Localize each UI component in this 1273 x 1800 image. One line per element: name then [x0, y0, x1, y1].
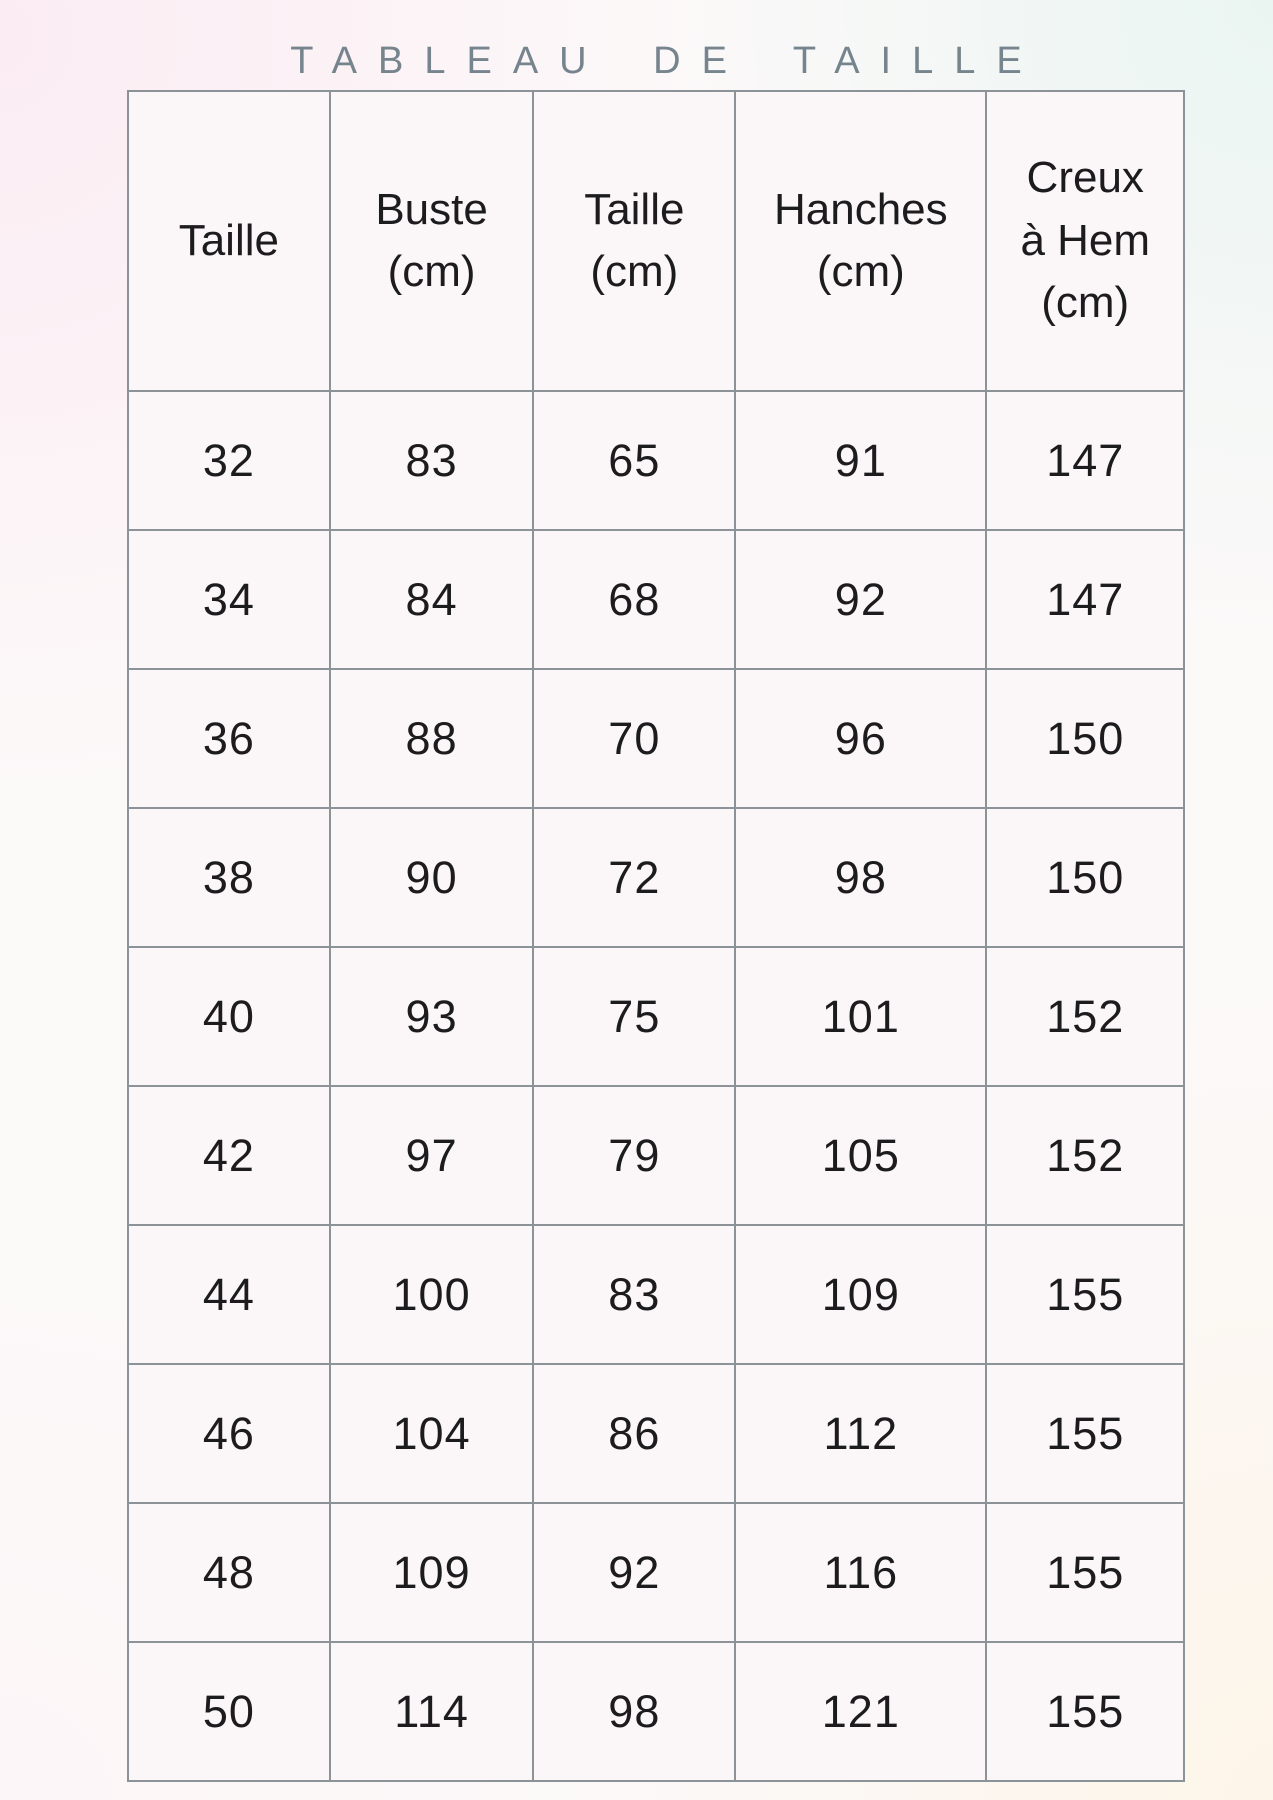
table-cell: 97 — [328, 1085, 535, 1226]
table-row: 32 83 65 91 147 — [127, 390, 1185, 531]
column-header-creux-a-hem: Creux à Hem (cm) — [985, 90, 1185, 392]
table-cell: 44 — [127, 1224, 331, 1365]
page-title: TABLEAU DE TAILLE — [290, 40, 1043, 82]
table-cell: 34 — [127, 529, 331, 670]
table-row: 44 100 83 109 155 — [127, 1224, 1185, 1365]
table-cell: 83 — [532, 1224, 737, 1365]
table-cell: 152 — [985, 946, 1185, 1087]
table-cell: 91 — [734, 390, 988, 531]
table-cell: 114 — [328, 1641, 535, 1782]
table-cell: 75 — [532, 946, 737, 1087]
table-cell: 50 — [127, 1641, 331, 1782]
table-cell: 98 — [532, 1641, 737, 1782]
column-header-hanches: Hanches (cm) — [734, 90, 988, 392]
table-cell: 116 — [734, 1502, 988, 1643]
size-chart-header: Taille Buste (cm) Taille (cm) Hanches (c… — [127, 90, 1185, 392]
size-table-body: 32 83 65 91 147 34 84 68 92 147 36 88 70 96 150 38 90 72 9… — [127, 390, 1185, 1782]
table-cell: 92 — [734, 529, 988, 670]
table-cell: 150 — [985, 807, 1185, 948]
table-cell: 40 — [127, 946, 331, 1087]
table-cell: 121 — [734, 1641, 988, 1782]
table-cell: 48 — [127, 1502, 331, 1643]
table-cell: 72 — [532, 807, 737, 948]
table-cell: 83 — [328, 390, 535, 531]
table-cell: 109 — [328, 1502, 535, 1643]
table-cell: 100 — [328, 1224, 535, 1365]
table-row: 48 109 92 116 155 — [127, 1502, 1185, 1643]
table-cell: 68 — [532, 529, 737, 670]
table-row: 50 114 98 121 155 — [127, 1641, 1185, 1782]
column-header-taille-cm: Taille (cm) — [532, 90, 737, 392]
table-cell: 38 — [127, 807, 331, 948]
table-cell: 86 — [532, 1363, 737, 1504]
table-row: 38 90 72 98 150 — [127, 807, 1185, 948]
table-cell: 90 — [328, 807, 535, 948]
table-cell: 155 — [985, 1224, 1185, 1365]
table-row: 34 84 68 92 147 — [127, 529, 1185, 670]
table-cell: 155 — [985, 1502, 1185, 1643]
table-cell: 70 — [532, 668, 737, 809]
table-row: 42 97 79 105 152 — [127, 1085, 1185, 1226]
table-cell: 79 — [532, 1085, 737, 1226]
table-cell: 96 — [734, 668, 988, 809]
table-cell: 101 — [734, 946, 988, 1087]
header-row: Taille Buste (cm) Taille (cm) Hanches (c… — [127, 90, 1185, 392]
table-cell: 104 — [328, 1363, 535, 1504]
table-row: 40 93 75 101 152 — [127, 946, 1185, 1087]
table-cell: 42 — [127, 1085, 331, 1226]
table-cell: 147 — [985, 390, 1185, 531]
size-chart-table: Taille Buste (cm) Taille (cm) Hanches (c… — [127, 90, 1185, 1782]
table-cell: 98 — [734, 807, 988, 948]
table-cell: 32 — [127, 390, 331, 531]
table-cell: 155 — [985, 1641, 1185, 1782]
table-cell: 36 — [127, 668, 331, 809]
table-cell: 105 — [734, 1085, 988, 1226]
table-cell: 150 — [985, 668, 1185, 809]
table-cell: 65 — [532, 390, 737, 531]
table-row: 46 104 86 112 155 — [127, 1363, 1185, 1504]
table-cell: 92 — [532, 1502, 737, 1643]
table-cell: 109 — [734, 1224, 988, 1365]
table-cell: 112 — [734, 1363, 988, 1504]
table-cell: 155 — [985, 1363, 1185, 1504]
table-cell: 93 — [328, 946, 535, 1087]
table-cell: 84 — [328, 529, 535, 670]
table-cell: 147 — [985, 529, 1185, 670]
column-header-taille: Taille — [127, 90, 331, 392]
table-cell: 152 — [985, 1085, 1185, 1226]
table-cell: 46 — [127, 1363, 331, 1504]
table-cell: 88 — [328, 668, 535, 809]
table-row: 36 88 70 96 150 — [127, 668, 1185, 809]
column-header-buste: Buste (cm) — [328, 90, 535, 392]
